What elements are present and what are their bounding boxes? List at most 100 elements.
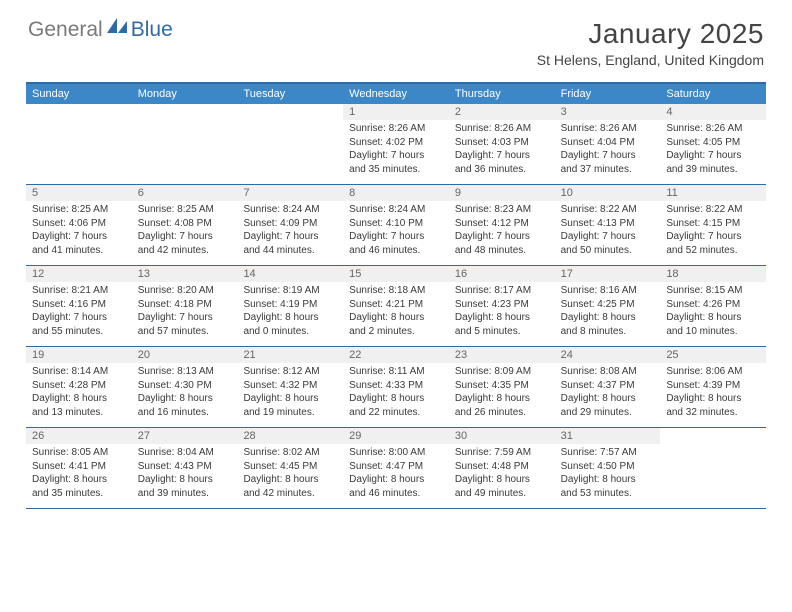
sunrise-line: Sunrise: 8:12 AM: [243, 365, 339, 379]
sunrise-line: Sunrise: 8:09 AM: [455, 365, 551, 379]
sunset-line: Sunset: 4:10 PM: [349, 217, 445, 231]
daylight-line-1: Daylight: 8 hours: [243, 311, 339, 325]
sunrise-line: Sunrise: 8:14 AM: [32, 365, 128, 379]
sunset-line: Sunset: 4:21 PM: [349, 298, 445, 312]
day-cell-empty: [132, 104, 238, 184]
sunset-line: Sunset: 4:03 PM: [455, 136, 551, 150]
daylight-line-1: Daylight: 8 hours: [349, 473, 445, 487]
title-block: January 2025 St Helens, England, United …: [537, 18, 764, 68]
day-number: 3: [555, 104, 661, 120]
day-number: 23: [449, 347, 555, 363]
day-cell: 15Sunrise: 8:18 AMSunset: 4:21 PMDayligh…: [343, 266, 449, 346]
sunrise-line: Sunrise: 8:04 AM: [138, 446, 234, 460]
daylight-line-2: and 41 minutes.: [32, 244, 128, 258]
day-cell: 13Sunrise: 8:20 AMSunset: 4:18 PMDayligh…: [132, 266, 238, 346]
sunrise-line: Sunrise: 7:57 AM: [561, 446, 657, 460]
sunrise-line: Sunrise: 8:24 AM: [349, 203, 445, 217]
sunset-line: Sunset: 4:30 PM: [138, 379, 234, 393]
day-cell: 14Sunrise: 8:19 AMSunset: 4:19 PMDayligh…: [237, 266, 343, 346]
daylight-line-2: and 42 minutes.: [243, 487, 339, 501]
sunset-line: Sunset: 4:32 PM: [243, 379, 339, 393]
week-row: 5Sunrise: 8:25 AMSunset: 4:06 PMDaylight…: [26, 185, 766, 266]
day-cell: 9Sunrise: 8:23 AMSunset: 4:12 PMDaylight…: [449, 185, 555, 265]
day-number: 16: [449, 266, 555, 282]
day-cell: 8Sunrise: 8:24 AMSunset: 4:10 PMDaylight…: [343, 185, 449, 265]
day-cell: 25Sunrise: 8:06 AMSunset: 4:39 PMDayligh…: [660, 347, 766, 427]
sunrise-line: Sunrise: 8:15 AM: [666, 284, 762, 298]
logo-text-general: General: [28, 18, 103, 42]
sunset-line: Sunset: 4:45 PM: [243, 460, 339, 474]
day-number: 22: [343, 347, 449, 363]
location: St Helens, England, United Kingdom: [537, 52, 764, 68]
daylight-line-1: Daylight: 8 hours: [666, 392, 762, 406]
day-cell: 29Sunrise: 8:00 AMSunset: 4:47 PMDayligh…: [343, 428, 449, 508]
sunset-line: Sunset: 4:39 PM: [666, 379, 762, 393]
day-number: 19: [26, 347, 132, 363]
day-cell: 20Sunrise: 8:13 AMSunset: 4:30 PMDayligh…: [132, 347, 238, 427]
day-cell: 19Sunrise: 8:14 AMSunset: 4:28 PMDayligh…: [26, 347, 132, 427]
daylight-line-1: Daylight: 8 hours: [243, 473, 339, 487]
week-row: 19 Sunrise: 8:14 AMSunset: 4:28 PM Dayligh…: [26, 347, 766, 428]
day-number: 6: [132, 185, 238, 201]
daylight-line-1: Daylight: 7 hours: [138, 311, 234, 325]
daylight-line-1: Daylight: 7 hours: [32, 230, 128, 244]
sunrise-line: Sunrise: 8:21 AM: [32, 284, 128, 298]
day-of-week-header: SundayMondayTuesdayWednesdayThursdayFrid…: [26, 84, 766, 104]
sunset-line: Sunset: 4:28 PM: [32, 379, 128, 393]
daylight-line-2: and 42 minutes.: [138, 244, 234, 258]
sunrise-line: Sunrise: 8:25 AM: [138, 203, 234, 217]
sunrise-line: Sunrise: 8:18 AM: [349, 284, 445, 298]
sunrise-line: Sunrise: 8:20 AM: [138, 284, 234, 298]
sunset-line: Sunset: 4:48 PM: [455, 460, 551, 474]
daylight-line-2: and 53 minutes.: [561, 487, 657, 501]
day-number: 2: [449, 104, 555, 120]
daylight-line-2: and 49 minutes.: [455, 487, 551, 501]
logo: General Blue: [28, 18, 173, 42]
day-cell: 21Sunrise: 8:12 AMSunset: 4:32 PMDayligh…: [237, 347, 343, 427]
day-cell: 18Sunrise: 8:15 AMSunset: 4:26 PMDayligh…: [660, 266, 766, 346]
day-cell: 2 Sunrise: 8:26 AMSunset: 4:03 PMDaylight…: [449, 104, 555, 184]
daylight-line-1: Daylight: 8 hours: [138, 392, 234, 406]
sunrise-line: Sunrise: 8:11 AM: [349, 365, 445, 379]
sunset-line: Sunset: 4:04 PM: [561, 136, 657, 150]
daylight-line-1: Daylight: 7 hours: [455, 149, 551, 163]
day-cell: 10Sunrise: 8:22 AMSunset: 4:13 PMDayligh…: [555, 185, 661, 265]
day-cell: 31Sunrise: 7:57 AMSunset: 4:50 PMDayligh…: [555, 428, 661, 508]
daylight-line-1: Daylight: 8 hours: [561, 311, 657, 325]
daylight-line-1: Daylight: 8 hours: [349, 311, 445, 325]
day-number: 8: [343, 185, 449, 201]
daylight-line-1: Daylight: 8 hours: [561, 473, 657, 487]
day-cell: 12Sunrise: 8:21 AMSunset: 4:16 PMDayligh…: [26, 266, 132, 346]
sunset-line: Sunset: 4:09 PM: [243, 217, 339, 231]
sunset-line: Sunset: 4:26 PM: [666, 298, 762, 312]
daylight-line-2: and 36 minutes.: [455, 163, 551, 177]
day-of-week-label: Sunday: [26, 84, 132, 104]
daylight-line-1: Daylight: 8 hours: [32, 473, 128, 487]
day-cell: 6Sunrise: 8:25 AMSunset: 4:08 PMDaylight…: [132, 185, 238, 265]
daylight-line-1: Daylight: 8 hours: [455, 473, 551, 487]
daylight-line-2: and 0 minutes.: [243, 325, 339, 339]
day-cell: 26Sunrise: 8:05 AMSunset: 4:41 PMDayligh…: [26, 428, 132, 508]
day-number: 18: [660, 266, 766, 282]
day-number: 13: [132, 266, 238, 282]
daylight-line-1: Daylight: 8 hours: [243, 392, 339, 406]
day-cell: 4Sunrise: 8:26 AMSunset: 4:05 PMDaylight…: [660, 104, 766, 184]
day-number: 20: [132, 347, 238, 363]
daylight-line-1: Daylight: 8 hours: [561, 392, 657, 406]
daylight-line-2: and 5 minutes.: [455, 325, 551, 339]
day-cell: 1Sunrise: 8:26 AMSunset: 4:02 PMDaylight…: [343, 104, 449, 184]
week-row: 26Sunrise: 8:05 AMSunset: 4:41 PMDayligh…: [26, 428, 766, 509]
sunrise-line: Sunrise: 8:23 AM: [455, 203, 551, 217]
daylight-line-1: Daylight: 8 hours: [455, 392, 551, 406]
daylight-line-2: and 35 minutes.: [349, 163, 445, 177]
day-cell: 30Sunrise: 7:59 AMSunset: 4:48 PMDayligh…: [449, 428, 555, 508]
day-number: 25: [660, 347, 766, 363]
daylight-line-1: Daylight: 7 hours: [561, 149, 657, 163]
sunrise-line: Sunrise: 8:00 AM: [349, 446, 445, 460]
daylight-line-2: and 32 minutes.: [666, 406, 762, 420]
daylight-line-2: and 26 minutes.: [455, 406, 551, 420]
day-cell: 27Sunrise: 8:04 AMSunset: 4:43 PMDayligh…: [132, 428, 238, 508]
day-number: 11: [660, 185, 766, 201]
sunrise-line: Sunrise: 8:26 AM: [455, 122, 551, 136]
sunset-line: Sunset: 4:05 PM: [666, 136, 762, 150]
